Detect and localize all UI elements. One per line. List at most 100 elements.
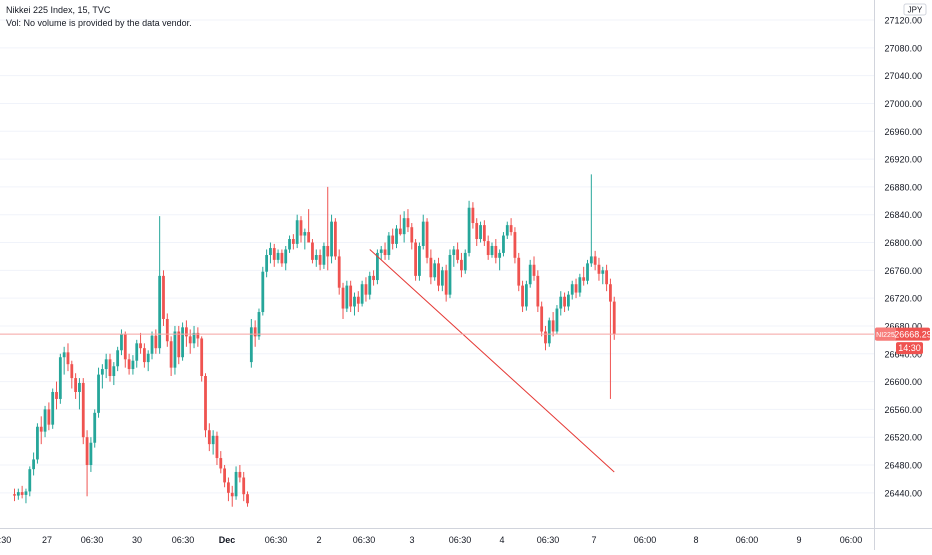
candle [223,465,226,488]
candle-body [66,352,70,365]
symbol-title[interactable]: Nikkei 225 Index, 15, TVC [6,5,111,15]
candle [303,228,307,250]
candle [444,264,448,302]
candle-body [158,275,162,349]
candle [563,292,566,313]
candle-body [295,220,299,244]
trendline[interactable] [369,249,615,473]
candle [74,373,78,399]
candle [505,221,509,240]
candle-body [242,477,246,495]
candle [582,266,586,286]
candle [112,362,116,386]
time-tick-label: 06:30 [81,535,104,545]
candle [85,430,89,497]
candle [471,202,475,229]
symbol-badge-label: NI225 [876,332,895,339]
candle [418,242,421,281]
time-tick-label: Dec [219,535,236,545]
candle-body [544,331,547,344]
candle [173,325,177,375]
candle [318,249,322,271]
candle [555,305,559,335]
candle [437,257,440,292]
candle-body [395,228,398,244]
candle-body [150,335,154,354]
candle-body [188,336,192,344]
candle-body [165,318,169,342]
time-axis[interactable]: :30 27 06:30 30 06:30 Dec 06:30 2 06:30 3 06:30 4 06… [0,528,932,550]
candle [605,264,608,292]
candle-body [211,435,215,445]
price-tick-label: 26680.00 [884,321,922,331]
candle [36,423,39,464]
candle [398,214,402,236]
trendline-layer[interactable] [0,249,874,473]
candle-body [196,332,200,339]
candle-body [177,331,181,358]
candle-body [104,359,108,370]
candle [547,317,551,347]
candle-body [353,296,356,307]
candle [58,353,62,404]
candle [24,488,28,504]
candle-body [551,320,555,332]
candle [188,329,192,354]
candle-body [593,256,597,265]
candle [482,220,486,246]
candle [349,280,353,313]
candle [589,174,593,267]
candle [494,239,498,264]
candle-body [460,259,463,271]
candle [326,186,330,271]
currency-badge[interactable] [903,3,927,16]
candle-body [238,471,242,478]
candle [28,466,32,497]
candle [207,423,211,452]
candle-body [582,277,586,281]
candle [200,336,204,382]
candle [16,488,20,500]
candle-body [482,225,486,242]
candle-body [192,332,196,344]
candle-body [570,284,574,295]
candle-body [112,366,116,376]
candle-body [540,306,544,332]
candle-body [586,263,589,281]
candle-body [139,343,142,349]
candle [513,227,517,264]
candle-body [200,338,204,376]
price-axis[interactable]: 27120.00 27080.00 27040.00 27000.00 26960.00… [874,0,932,550]
candle [463,249,467,274]
candle-body [498,252,502,258]
time-tick-label: 4 [499,535,504,545]
candle [280,249,284,267]
time-tick-label: 30 [132,535,142,545]
candle-body [58,357,62,399]
candle [502,232,505,257]
candle-body [261,271,265,313]
candle [356,291,360,313]
price-tick-label: 26640.00 [884,349,922,359]
candle [452,245,456,267]
candle-body [414,242,417,276]
candle-body [70,364,74,379]
time-tick-label: 06:30 [537,535,560,545]
candle-body [528,264,532,285]
price-tick-label: 26760.00 [884,266,922,276]
candle [536,270,540,313]
candle-body [337,256,341,288]
price-tick-label: 26920.00 [884,155,922,165]
candle [288,235,291,253]
candle [162,270,165,326]
candle [234,466,238,500]
candle-body [47,409,51,425]
candle [429,249,433,285]
candle-body [169,341,173,368]
last-price-marker: NI225 26668.29 14:30 [875,327,932,355]
candle-body [215,435,219,459]
candle-body [437,263,440,286]
price-tick-label: 26720.00 [884,294,922,304]
